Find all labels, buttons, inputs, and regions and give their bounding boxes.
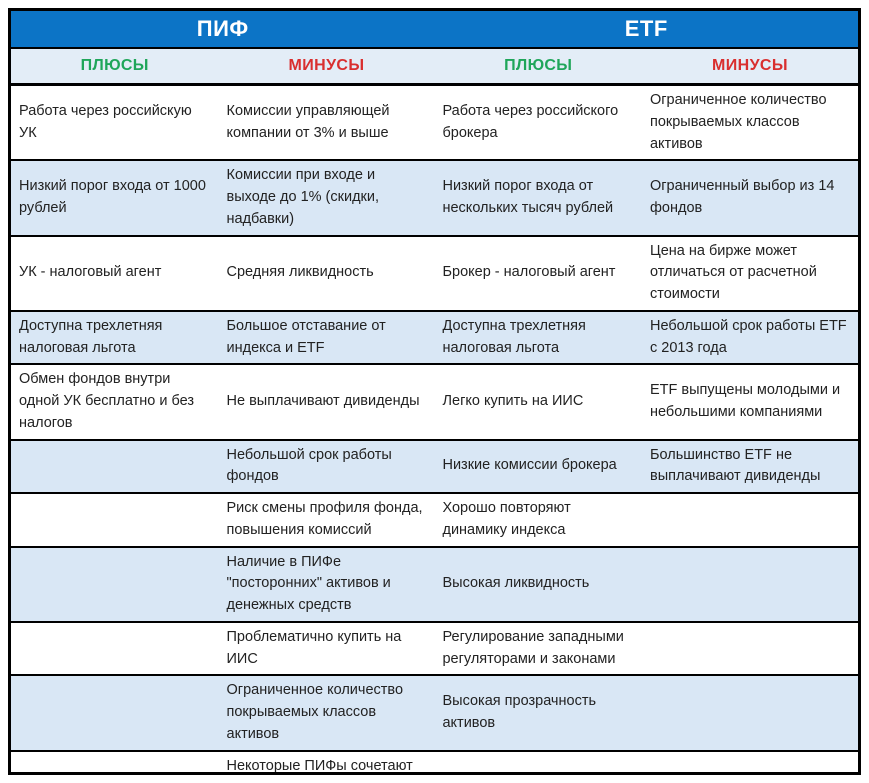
cell-pif-plus: Низкий порог входа от 1000 рублей xyxy=(19,178,206,216)
pif-minus-header: МИНУСЫ xyxy=(288,57,365,74)
cell-pif-minus: Не выплачивают дивиденды xyxy=(226,393,420,409)
table-row: Проблематично купить на ИИС Регулировани… xyxy=(11,620,858,675)
table-row: Некоторые ПИФы сочетают индексные ETF и … xyxy=(11,749,858,774)
table-row: Риск смены профиля фонда, повышения коми… xyxy=(11,492,858,546)
cell-etf-minus xyxy=(642,548,858,621)
pif-title: ПИФ xyxy=(196,16,249,41)
cell-pif-minus: Комиссии при входе и выходе до 1% (скидк… xyxy=(226,167,380,227)
cell-pif-minus: Наличие в ПИФе "посторонних" активов и д… xyxy=(226,553,391,614)
etf-minus-header: МИНУСЫ xyxy=(711,57,788,74)
cell-pif-minus: Небольшой срок работы фондов xyxy=(226,446,392,485)
cell-etf-minus xyxy=(642,676,858,749)
cell-etf-minus: Ограниченное количество покрываемых клас… xyxy=(649,92,827,152)
cell-pif-minus: Комиссии управляющей компании от 3% и вы… xyxy=(226,102,390,141)
cell-etf-minus: Большинство ETF не выплачивают дивиденды xyxy=(649,446,821,485)
cell-etf-plus: Низкий порог входа от нескольких тысяч р… xyxy=(442,178,614,216)
table-row: Небольшой срок работы фондов Низкие коми… xyxy=(11,438,858,493)
table-row: Работа через российскую УК Комиссии упра… xyxy=(11,86,858,159)
cell-pif-plus: Работа через российскую УК xyxy=(19,102,192,141)
table-row: Доступна трехлетняя налоговая льгота Бол… xyxy=(11,309,858,364)
cell-etf-minus: Ограниченный выбор из 14 фондов xyxy=(649,178,835,216)
table-row: Ограниченное количество покрываемых клас… xyxy=(11,674,858,750)
cell-pif-plus xyxy=(11,623,219,675)
table-subheader-row: ПЛЮСЫ МИНУСЫ ПЛЮСЫ МИНУСЫ xyxy=(11,47,858,86)
etf-plus-header: ПЛЮСЫ xyxy=(504,57,573,74)
cell-etf-minus: Небольшой срок работы ETF с 2013 года xyxy=(649,317,847,356)
cell-pif-minus: Проблематично купить на ИИС xyxy=(226,628,402,667)
cell-etf-minus xyxy=(642,623,858,675)
table-row: УК - налоговый агент Средняя ликвидность… xyxy=(11,234,858,310)
cell-pif-plus: Обмен фондов внутри одной УК бесплатно и… xyxy=(19,371,195,431)
cell-etf-plus: Доступна трехлетняя налоговая льгота xyxy=(442,317,586,356)
cell-etf-plus: Комиссии от 0.45% до 0.9% xyxy=(434,752,642,773)
cell-pif-plus xyxy=(11,548,219,621)
cell-pif-plus xyxy=(11,752,219,773)
cell-etf-plus: Высокая ликвидность xyxy=(442,575,590,592)
cell-etf-plus: Работа через российского брокера xyxy=(442,102,619,141)
cell-etf-plus: Высокая прозрачность активов xyxy=(442,693,597,731)
cell-etf-minus xyxy=(642,494,858,546)
cell-pif-plus xyxy=(11,441,219,493)
etf-title: ETF xyxy=(624,16,668,41)
cell-pif-minus: Большое отставание от индекса и ETF xyxy=(226,317,386,356)
table-row: Обмен фондов внутри одной УК бесплатно и… xyxy=(11,363,858,438)
table-title-row: ПИФ ETF xyxy=(11,11,858,47)
cell-etf-plus: Регулирование западными регуляторами и з… xyxy=(442,628,624,667)
cell-etf-minus xyxy=(642,752,858,773)
cell-pif-plus xyxy=(11,494,219,546)
cell-pif-minus: Средняя ликвидность xyxy=(226,264,374,281)
pif-etf-comparison-table: ПИФ ETF ПЛЮСЫ МИНУСЫ ПЛЮСЫ МИНУСЫ Работа… xyxy=(8,8,861,775)
pif-plus-header: ПЛЮСЫ xyxy=(80,57,149,74)
cell-etf-plus: Низкие комиссии брокера xyxy=(442,457,617,474)
cell-pif-minus: Некоторые ПИФы сочетают индексные ETF и … xyxy=(226,757,413,774)
cell-pif-plus: Доступна трехлетняя налоговая льгота xyxy=(19,317,163,356)
cell-etf-minus: Цена на бирже может отличаться от расчет… xyxy=(649,242,817,303)
cell-etf-minus: ETF выпущены молодыми и небольшими компа… xyxy=(649,382,841,420)
cell-pif-minus: Риск смены профиля фонда, повышения коми… xyxy=(226,500,423,538)
cell-etf-plus: Хорошо повторяют динамику индекса xyxy=(442,500,571,538)
cell-pif-plus xyxy=(11,676,219,749)
cell-pif-plus: УК - налоговый агент xyxy=(19,264,162,281)
table-row: Низкий порог входа от 1000 рублей Комисс… xyxy=(11,159,858,235)
cell-etf-plus: Легко купить на ИИС xyxy=(442,393,584,409)
cell-etf-plus: Брокер - налоговый агент xyxy=(442,264,616,281)
table-row: Наличие в ПИФе "посторонних" активов и д… xyxy=(11,545,858,621)
table-body: Работа через российскую УК Комиссии упра… xyxy=(11,86,858,774)
cell-pif-minus: Ограниченное количество покрываемых клас… xyxy=(226,682,404,742)
